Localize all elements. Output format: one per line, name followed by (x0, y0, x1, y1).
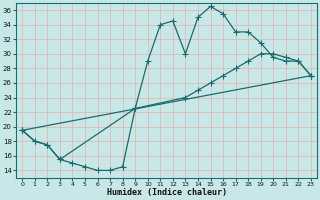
X-axis label: Humidex (Indice chaleur): Humidex (Indice chaleur) (107, 188, 227, 197)
